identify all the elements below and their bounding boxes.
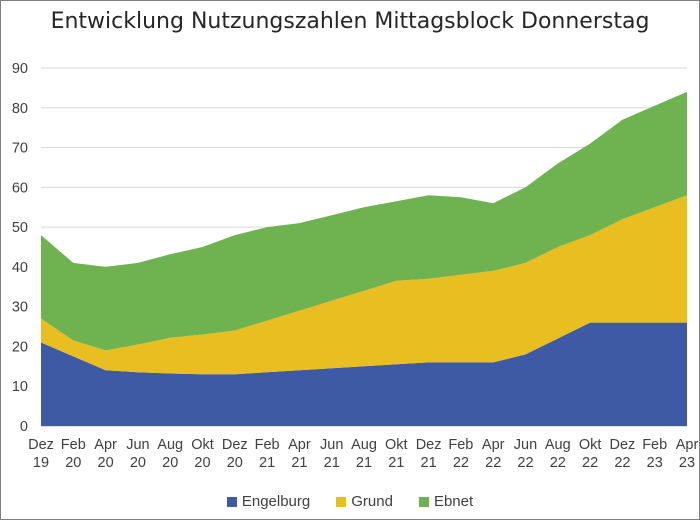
series-area-grund [41, 195, 687, 375]
x-tick-label: Okt 20 [191, 437, 214, 471]
y-tick-label: 30 [12, 300, 28, 316]
chart-title: Entwicklung Nutzungszahlen Mittagsblock … [50, 9, 650, 34]
x-tick-year: 22 [517, 455, 533, 471]
x-tick-label: Feb 23 [642, 437, 667, 471]
y-tick-label: 90 [12, 61, 28, 77]
x-tick-label: Apr 22 [482, 437, 505, 471]
x-tick-label: Dez 22 [610, 437, 636, 471]
x-tick-label: Okt 22 [579, 437, 602, 471]
x-tick-label: Dez 19 [28, 437, 54, 471]
x-tick-year: 21 [388, 455, 404, 471]
chart-legend: Engelburg Grund Ebnet [1, 493, 699, 510]
x-tick-label: Aug 20 [157, 437, 183, 471]
x-tick-month: Jun [514, 437, 537, 453]
x-tick-label: Jun 21 [320, 437, 343, 471]
x-tick-label: Feb 20 [61, 437, 86, 471]
series-area-engelburg [41, 322, 687, 426]
x-tick-year: 20 [162, 455, 178, 471]
x-tick-month: Apr [676, 437, 699, 453]
x-tick-month: Feb [255, 437, 280, 453]
x-tick-month: Feb [61, 437, 86, 453]
x-tick-label: Apr 21 [288, 437, 311, 471]
x-tick-year: 21 [291, 455, 307, 471]
x-tick-month: Feb [448, 437, 473, 453]
x-tick-month: Okt [385, 437, 408, 453]
x-tick-year: 21 [259, 455, 275, 471]
x-tick-month: Dez [28, 437, 54, 453]
y-tick-label: 0 [20, 419, 28, 435]
x-tick-label: Aug 21 [351, 437, 377, 471]
legend-swatch [336, 496, 347, 507]
x-tick-year: 22 [550, 455, 566, 471]
x-tick-label: Feb 22 [448, 437, 473, 471]
legend-label: Grund [351, 493, 393, 510]
x-tick-label: Okt 21 [385, 437, 408, 471]
y-tick-label: 10 [12, 379, 28, 395]
x-tick-month: Dez [416, 437, 442, 453]
x-tick-year: 20 [194, 455, 210, 471]
legend-item-ebnet: Ebnet [418, 493, 474, 510]
x-tick-month: Apr [288, 437, 311, 453]
x-tick-year: 20 [98, 455, 114, 471]
legend-label: Ebnet [433, 493, 474, 510]
x-tick-month: Okt [191, 437, 214, 453]
x-tick-label: Apr 23 [676, 437, 699, 471]
x-tick-month: Dez [610, 437, 636, 453]
legend-item-grund: Grund [336, 493, 393, 510]
x-tick-month: Jun [126, 437, 149, 453]
y-tick-label: 50 [12, 220, 28, 236]
x-tick-label: Dez 20 [222, 437, 248, 471]
x-tick-label: Dez 21 [416, 437, 442, 471]
x-tick-label: Apr 20 [94, 437, 117, 471]
x-tick-month: Jun [320, 437, 343, 453]
legend-swatch [418, 496, 429, 507]
x-tick-year: 21 [421, 455, 437, 471]
x-tick-label: Aug 22 [545, 437, 571, 471]
x-tick-month: Apr [482, 437, 505, 453]
x-tick-year: 20 [227, 455, 243, 471]
y-tick-label: 40 [12, 260, 28, 276]
x-tick-year: 23 [679, 455, 695, 471]
x-tick-month: Okt [579, 437, 602, 453]
x-tick-year: 21 [356, 455, 372, 471]
x-tick-label: Jun 20 [126, 437, 149, 471]
x-tick-year: 22 [582, 455, 598, 471]
legend-item-engelburg: Engelburg [226, 493, 311, 510]
x-tick-month: Aug [351, 437, 377, 453]
y-tick-label: 20 [12, 339, 28, 355]
x-tick-year: 19 [33, 455, 49, 471]
y-tick-label: 80 [12, 101, 28, 117]
legend-swatch [226, 496, 237, 507]
x-tick-year: 23 [647, 455, 663, 471]
x-tick-year: 21 [324, 455, 340, 471]
x-tick-label: Jun 22 [514, 437, 537, 471]
x-tick-month: Aug [157, 437, 183, 453]
x-tick-year: 20 [65, 455, 81, 471]
series-area-ebnet [41, 91, 687, 351]
y-tick-label: 70 [12, 141, 28, 157]
x-tick-month: Aug [545, 437, 571, 453]
legend-label: Engelburg [241, 493, 311, 510]
x-tick-month: Dez [222, 437, 248, 453]
x-tick-month: Apr [94, 437, 117, 453]
x-tick-year: 22 [614, 455, 630, 471]
y-tick-label: 60 [12, 180, 28, 196]
x-tick-month: Feb [642, 437, 667, 453]
x-tick-year: 22 [485, 455, 501, 471]
x-tick-label: Feb 21 [255, 437, 280, 471]
x-tick-year: 22 [453, 455, 469, 471]
x-tick-year: 20 [130, 455, 146, 471]
